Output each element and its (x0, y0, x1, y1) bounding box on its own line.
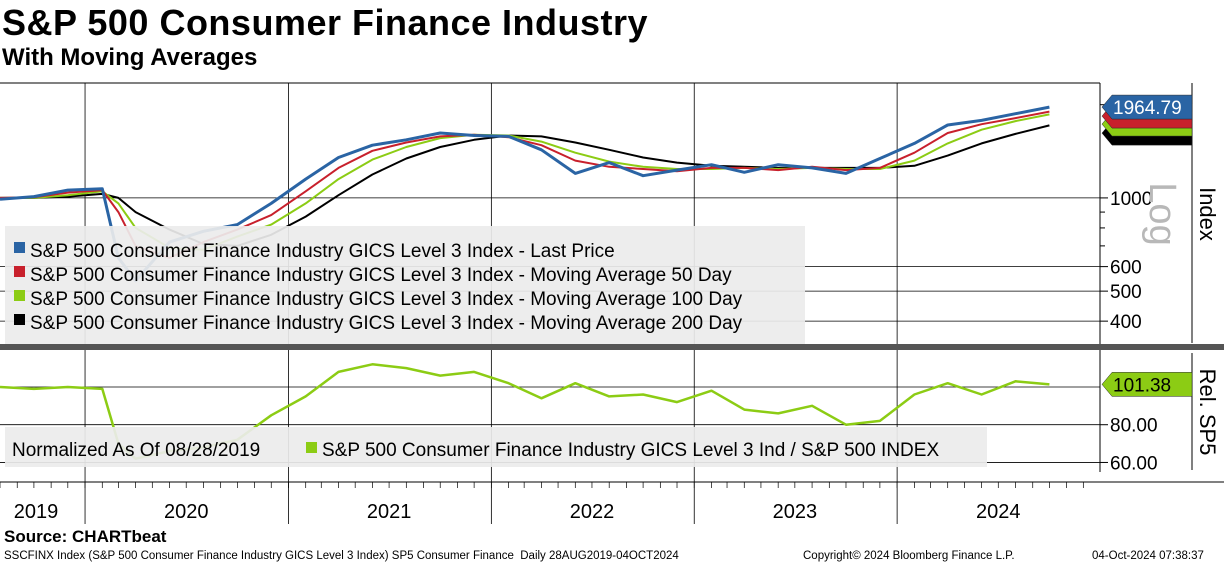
legend-swatch (14, 242, 25, 253)
relative-panel-legend: Normalized As Of 08/28/2019 S&P 500 Consu… (5, 427, 987, 467)
price-panel-legend: S&P 500 Consumer Finance Industry GICS L… (5, 226, 805, 344)
y-tick-label: 400 (1110, 312, 1142, 333)
relative-normalized-label: Normalized As Of 08/28/2019 (12, 440, 260, 461)
panel-separator (0, 344, 1224, 350)
legend-entry: S&P 500 Consumer Finance Industry GICS L… (30, 241, 615, 262)
y-axis-label: Index (1195, 187, 1220, 241)
last-price-value-tag: 1964.79 (1113, 98, 1182, 119)
source-label: Source: CHARTbeat (4, 527, 167, 546)
x-tick-label: 2020 (164, 501, 209, 523)
relative-legend-entry: S&P 500 Consumer Finance Industry GICS L… (322, 440, 939, 461)
last-price-value-tag-background (1101, 94, 1193, 120)
legend-entry: S&P 500 Consumer Finance Industry GICS L… (30, 265, 732, 286)
price-panel-axis: 400 500 600 1000 Index Log 1964.79 (1099, 83, 1220, 472)
relative-value-tag: 101.38 (1113, 375, 1171, 396)
relative-y-tick-label: 80.00 (1110, 416, 1158, 437)
x-tick-label: 2024 (976, 501, 1021, 523)
legend-entry: S&P 500 Consumer Finance Industry GICS L… (30, 289, 743, 310)
x-tick-label: 2021 (367, 501, 412, 523)
y-tick-label: 1000 (1110, 189, 1152, 210)
footer-copyright: Copyright© 2024 Bloomberg Finance L.P. (803, 550, 1015, 562)
y-tick-label: 600 (1110, 258, 1142, 279)
legend-entry: S&P 500 Consumer Finance Industry GICS L… (30, 313, 743, 334)
chart-subtitle: With Moving Averages (2, 44, 258, 71)
x-tick-label: 2019 (14, 501, 59, 523)
x-axis: 2019 2020 2021 2022 2023 2024 (0, 481, 1224, 523)
x-tick-label: 2023 (773, 501, 818, 523)
footer-timestamp: 04-Oct-2024 07:38:37 (1092, 550, 1204, 562)
legend-swatch (14, 290, 25, 301)
relative-legend-background (5, 427, 987, 467)
x-tick-label: 2022 (570, 501, 615, 523)
relative-legend-swatch (306, 442, 317, 453)
y-tick-label: 500 (1110, 282, 1142, 303)
legend-swatch (14, 314, 25, 325)
relative-value-tag-background (1101, 372, 1193, 397)
chart-title: S&P 500 Consumer Finance Industry (2, 2, 649, 43)
footer-ticker: SSCFINX Index (S&P 500 Consumer Finance … (4, 550, 679, 562)
legend-background (5, 226, 805, 344)
relative-y-tick-label: 60.00 (1110, 453, 1158, 474)
scale-label: Log (1141, 182, 1183, 245)
relative-axis-label: Rel. SP5 (1195, 369, 1220, 456)
relative-panel-axis: 60.00 80.00 101.38 Rel. SP5 (1100, 353, 1220, 474)
legend-swatch (14, 266, 25, 277)
